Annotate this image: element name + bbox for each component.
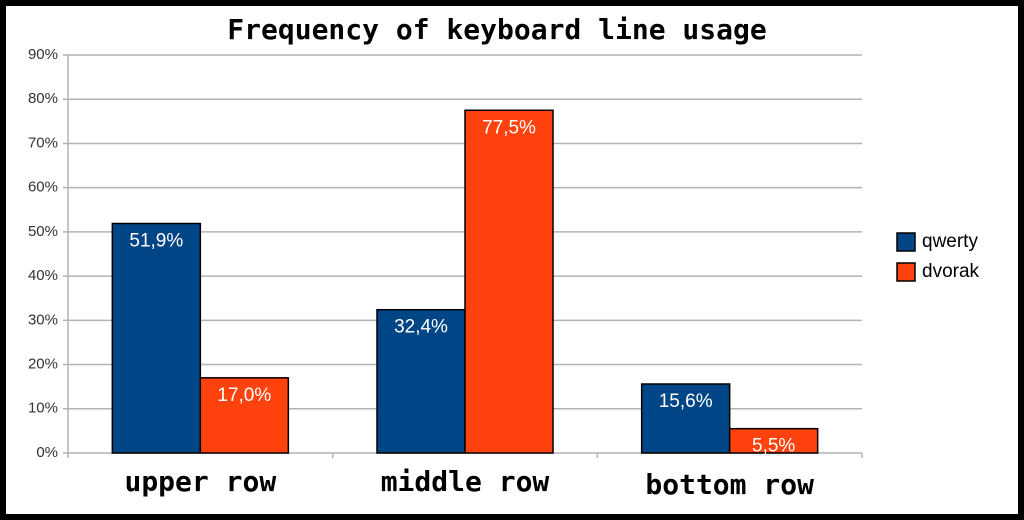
bar [111,222,202,454]
bar [199,377,290,454]
y-tick-label: 0% [36,444,58,461]
bar [728,427,819,454]
value-label: 17,0% [217,385,271,406]
y-tick-label: 70% [28,134,58,151]
value-label: 51,9% [129,231,183,252]
y-tick-label: 30% [28,311,58,328]
y-tick-label: 10% [28,400,58,417]
y-tick-label: 80% [28,90,58,107]
value-label: 15,6% [659,391,713,412]
bar [376,308,466,454]
y-tick-label: 40% [28,267,58,284]
bar [464,109,554,454]
value-label: 32,4% [394,317,448,338]
x-tick-label: upper row [124,465,276,498]
y-tick-label: 20% [28,356,58,373]
x-tick-label: bottom row [645,468,814,501]
y-tick-label: 60% [28,179,58,196]
legend-swatch [896,232,916,252]
x-tick-label: middle row [381,465,550,498]
legend-label: qwerty [922,231,978,252]
value-label: 77,5% [482,117,536,138]
bar [640,383,731,454]
legend-swatch [896,262,916,282]
value-label: 5,5% [752,436,795,457]
legend-label: dvorak [922,261,980,282]
y-tick-label: 90% [28,46,58,63]
chart-title: Frequency of keyboard line usage [227,13,766,46]
y-tick-label: 50% [28,223,58,240]
